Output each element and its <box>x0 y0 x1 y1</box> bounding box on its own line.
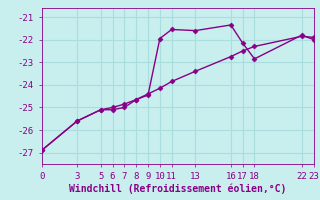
X-axis label: Windchill (Refroidissement éolien,°C): Windchill (Refroidissement éolien,°C) <box>69 183 286 194</box>
